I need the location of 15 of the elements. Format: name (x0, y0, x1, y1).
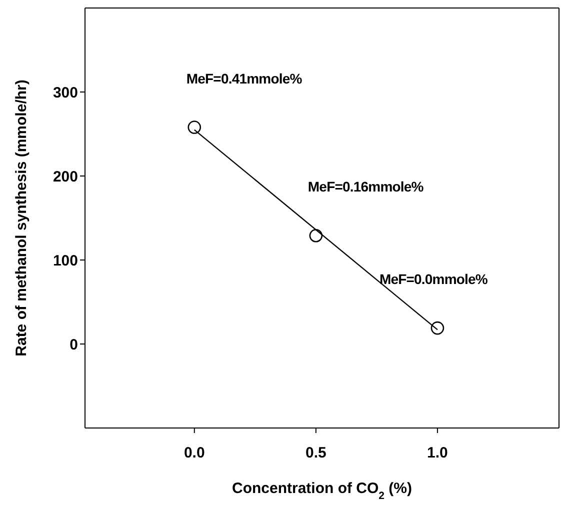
point (309, 228, 323, 242)
y-tick-label: 200 (52, 168, 78, 186)
annotation: MeF=0.41mmole% (186, 70, 303, 86)
y-tick-label: 100 (52, 252, 78, 270)
annotation: MeF=0.0mmole% (379, 271, 488, 288)
annotation: MeF=0.16mmole% (308, 178, 424, 195)
x-tick-label: 0.5 (305, 444, 326, 462)
point (430, 321, 444, 335)
y-axis-title: Rate of methanol synthesis (mmole/hr) (12, 80, 30, 356)
x-tick-label: 1.0 (427, 444, 448, 462)
point (188, 120, 202, 134)
x-axis-title: Concentration of CO$_{2}$ (%) (232, 480, 412, 502)
y-tick-label: 0 (70, 336, 78, 354)
y-tick-label: 300 (52, 84, 78, 102)
x-tick-label: 0.0 (184, 444, 205, 462)
